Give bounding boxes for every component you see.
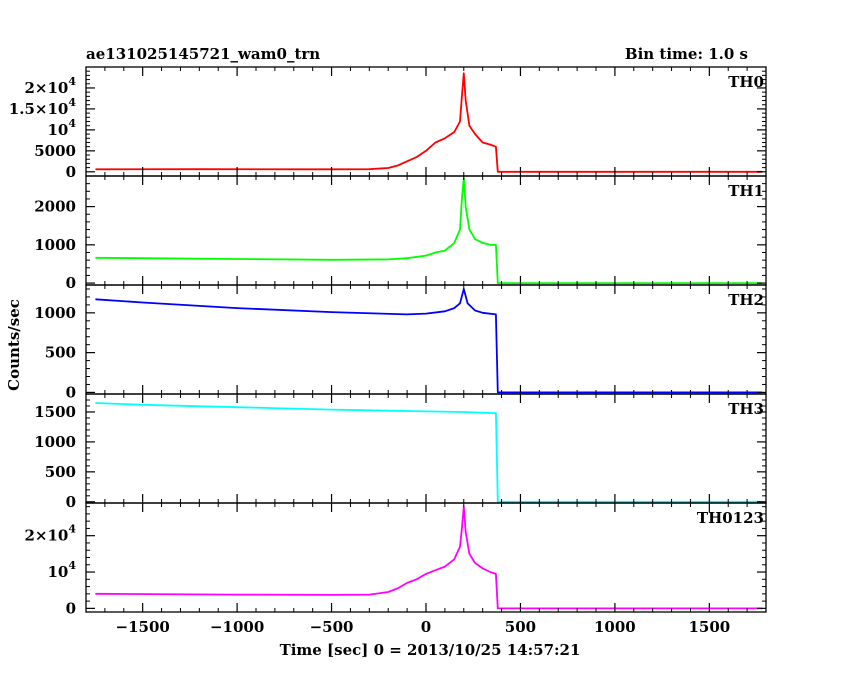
panel-th0123: 0 104 2×104 TH0123 [24,502,767,617]
series-line-th2 [95,288,763,394]
y-tick-label: 500 [45,463,76,481]
panel-frame [85,393,767,504]
series-line-th3 [95,402,763,503]
panel-frame [85,66,767,177]
x-tick-label: 1500 [688,618,730,636]
panel-label: TH0 [728,73,764,91]
y-tick-label: 2000 [34,198,76,216]
panel-frame [85,175,767,286]
y-tick-label: 1.5×104 [9,96,77,118]
panel-th2: 0 500 1000 TH2 [34,284,767,401]
y-tick-label: 0 [66,163,76,181]
x-tick-label: −500 [310,618,354,636]
x-axis-title: Time [sec] 0 = 2013/10/25 14:57:21 [280,641,581,659]
y-tick-label: 1000 [34,236,76,254]
panel-frame [85,284,767,395]
series-line-th0123 [95,505,763,610]
chart-title: ae131025145721_wam0_trn [86,45,320,63]
panel-label: TH2 [728,291,764,309]
y-tick-label: 104 [47,117,76,139]
panel-frame [85,502,767,613]
panel-th3: 0 500 1000 1500 TH3 [34,393,767,511]
series-line-th0 [95,72,763,173]
y-tick-label: 5000 [34,142,76,160]
y-tick-label: 2×104 [24,523,76,545]
x-tick-label: 0 [421,618,431,636]
y-tick-label: 1000 [34,433,76,451]
panel-th1: 0 1000 2000 TH1 [34,175,767,292]
x-tick-label: 1000 [594,618,636,636]
y-tick-label: 104 [47,559,76,581]
panel-label: TH3 [728,400,764,418]
y-tick-label: 0 [66,493,76,511]
y-tick-label: 500 [45,344,76,362]
y-tick-label: 0 [66,383,76,401]
x-tick-label: −1500 [116,618,170,636]
x-tick-label: −1000 [210,618,264,636]
y-tick-label: 0 [66,274,76,292]
y-tick-label: 0 [66,599,76,617]
x-tick-label: 500 [505,618,536,636]
y-tick-label: 2×104 [24,75,76,97]
y-axis-title: Counts/sec [5,299,23,391]
series-line-th1 [95,176,763,285]
y-tick-label: 1500 [34,403,76,421]
bin-time-label: Bin time: 1.0 s [625,45,748,63]
y-tick-label: 1000 [34,304,76,322]
panel-label: TH0123 [697,509,764,527]
panel-label: TH1 [728,182,764,200]
